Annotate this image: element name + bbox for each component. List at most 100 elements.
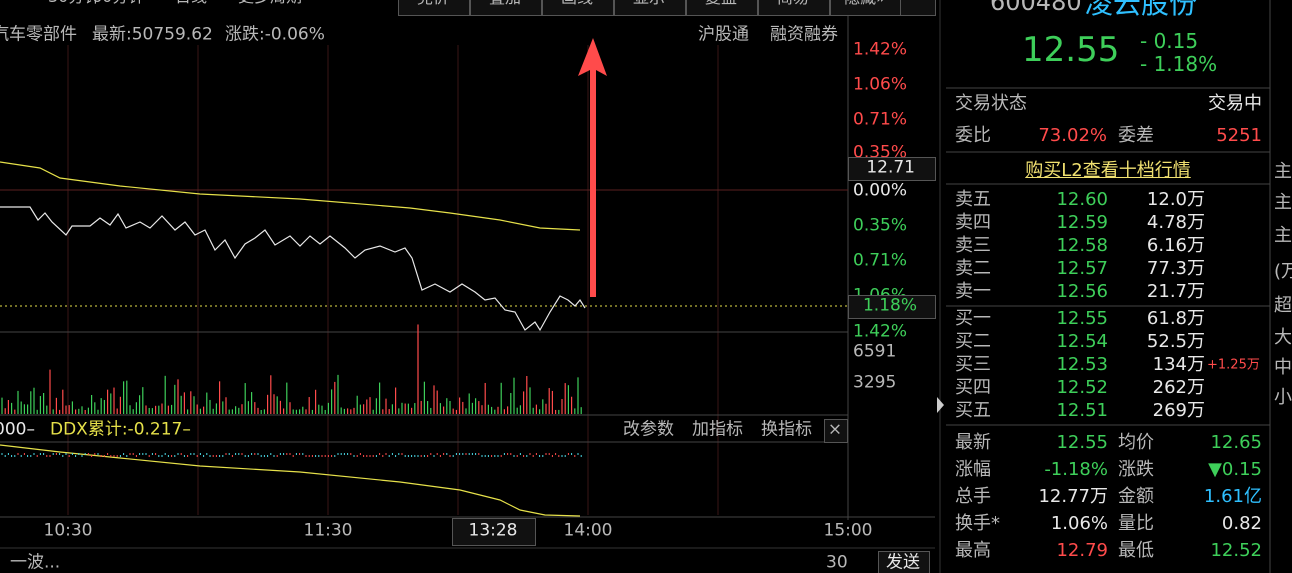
field-label: 委差	[1118, 125, 1154, 146]
pct-marker	[848, 295, 936, 319]
field-value: 5251	[1216, 125, 1262, 146]
stock-price: 12.55	[1022, 30, 1120, 70]
side-label: (万	[1274, 261, 1292, 282]
book-label: 卖三	[955, 235, 991, 256]
tool-button[interactable]	[542, 0, 614, 16]
book-label: 买二	[955, 331, 991, 352]
axis-label: 0.35%	[853, 215, 908, 236]
tool-button[interactable]	[686, 0, 758, 16]
book-price: 12.54	[1056, 331, 1108, 352]
book-label: 卖四	[955, 212, 991, 233]
link[interactable]: 沪股通	[698, 24, 749, 45]
stat-value: 12.55	[1056, 432, 1108, 453]
stock-name: 凌云股份	[1085, 0, 1198, 20]
time-label: 10:30	[43, 520, 93, 541]
l2-link[interactable]: 购买L2查看十档行情	[1025, 160, 1191, 181]
axis-label: 0.71%	[853, 109, 908, 130]
time-label: 15:00	[823, 520, 873, 541]
close-button[interactable]	[824, 419, 848, 443]
tool-button[interactable]	[398, 0, 470, 16]
stat-label: 总手	[955, 486, 991, 507]
stat-label: 均价	[1118, 432, 1154, 453]
indicator-button[interactable]: 加指标	[692, 419, 743, 440]
tool-label: 竞价	[417, 0, 449, 6]
input-text: 一波...	[10, 552, 61, 573]
book-price: 12.56	[1056, 281, 1108, 302]
stat-label: 最高	[955, 540, 991, 561]
side-label: 主	[1274, 161, 1292, 182]
field-label: 委比	[955, 125, 991, 146]
stat-value: 1.61亿	[1203, 486, 1262, 507]
close-icon[interactable]: ×	[827, 419, 843, 440]
stat-value: 12.52	[1210, 540, 1262, 561]
book-price: 12.60	[1056, 189, 1108, 210]
stat-label: 最低	[1118, 540, 1154, 561]
period-tab[interactable]: 更多周期	[238, 0, 302, 5]
indicator-param: 000–	[0, 419, 35, 440]
book-price: 12.59	[1056, 212, 1108, 233]
stat-value: 12.65	[1210, 432, 1262, 453]
book-volume: 269万	[1152, 400, 1205, 421]
collapse-arrow[interactable]	[937, 397, 944, 413]
volume-axis-label: 3295	[853, 372, 897, 393]
time-cursor-label: 13:28	[468, 520, 518, 541]
book-price: 12.52	[1056, 377, 1108, 398]
stat-label: 量比	[1118, 513, 1154, 534]
sector-name: 汽车零部件	[0, 24, 77, 45]
sector-latest: 最新:50759.62	[92, 24, 213, 45]
book-volume: 77.3万	[1146, 258, 1205, 279]
tool-label: 隐藏»	[844, 0, 886, 6]
side-label: 中	[1274, 357, 1292, 378]
send-label[interactable]: 发送	[886, 552, 920, 573]
volume-axis-label: 6591	[853, 341, 897, 362]
avg-price-line	[0, 161, 581, 231]
book-label: 卖一	[955, 281, 991, 302]
book-label: 买五	[955, 400, 991, 421]
book-label: 买一	[955, 308, 991, 329]
stock-change-pct: - 1.18%	[1140, 52, 1218, 76]
tool-label: 复盘	[705, 0, 737, 6]
tool-button[interactable]	[758, 0, 830, 16]
book-label: 买四	[955, 377, 991, 398]
tool-label: 显示	[633, 0, 665, 6]
send-button[interactable]	[878, 551, 930, 573]
price-marker	[848, 157, 936, 181]
link[interactable]: 融资融券	[770, 24, 838, 45]
axis-label: 1.06%	[853, 74, 908, 95]
stat-label: 涨幅	[955, 459, 991, 480]
indicator-button[interactable]: 改参数	[623, 419, 674, 440]
tool-label: 叠加	[489, 0, 521, 6]
stat-value: ▼0.15	[1208, 459, 1262, 480]
stat-label: 涨跌	[1118, 459, 1154, 480]
ddx-line	[0, 444, 581, 517]
period-tab[interactable]: 日线	[175, 0, 207, 5]
stock-change: - 0.15	[1140, 29, 1199, 53]
annotation-arrow	[578, 38, 607, 297]
book-volume: 61.8万	[1146, 308, 1205, 329]
indicator-button[interactable]: 换指标	[761, 419, 812, 440]
tool-button[interactable]	[470, 0, 542, 16]
tool-button[interactable]	[614, 0, 686, 16]
field-value: 73.02%	[1038, 125, 1107, 146]
ddx-bars	[1, 453, 582, 457]
time-cursor	[452, 518, 536, 546]
field-value: 交易中	[1208, 93, 1262, 114]
book-volume: 6.16万	[1146, 235, 1205, 256]
period-tab[interactable]: 60分钟	[92, 0, 144, 5]
book-volume: 52.5万	[1146, 331, 1205, 352]
grid	[0, 0, 935, 520]
field-label: 交易状态	[955, 93, 1027, 114]
price-line	[0, 206, 586, 332]
stat-value: 1.06%	[1050, 513, 1108, 534]
tool-label: 画线	[561, 0, 593, 6]
period-tab[interactable]: 30分钟	[48, 0, 100, 5]
axis-label: 1.42%	[853, 321, 908, 342]
sector-change: 涨跌:-0.06%	[225, 24, 325, 45]
book-volume: 262万	[1152, 377, 1205, 398]
book-price: 12.53	[1056, 354, 1108, 375]
fullscreen-button[interactable]	[900, 0, 936, 16]
book-label: 卖二	[955, 258, 991, 279]
book-price: 12.58	[1056, 235, 1108, 256]
tool-label: 简易	[777, 0, 809, 6]
